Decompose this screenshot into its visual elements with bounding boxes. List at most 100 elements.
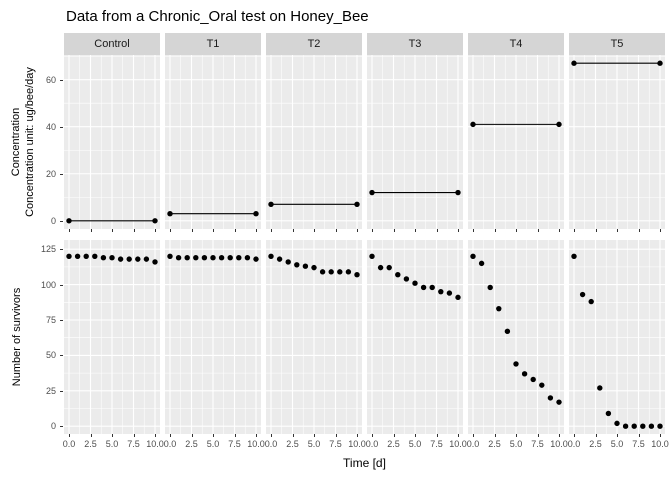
- concentration-panel-t2: [266, 55, 362, 229]
- x-tick-label: 10.0: [449, 439, 467, 449]
- x-tick-mark: [314, 229, 315, 232]
- x-tick-mark: [559, 434, 560, 437]
- x-tick-mark: [638, 434, 640, 437]
- x-tick-mark: [133, 434, 135, 437]
- x-tick-mark: [292, 229, 294, 232]
- x-tick-mark: [436, 229, 438, 232]
- x-tick-mark: [357, 229, 358, 232]
- x-tick-mark: [112, 434, 113, 437]
- facet-strip-t4: T4: [468, 33, 564, 55]
- x-tick-label: 7.5: [632, 439, 645, 449]
- facet-strip-t5: T5: [569, 33, 665, 55]
- x-tick-mark: [90, 434, 92, 437]
- x-tick-mark: [537, 229, 539, 232]
- x-tick-mark: [90, 229, 92, 232]
- x-tick-mark: [292, 434, 294, 437]
- x-tick-label: 0.0: [163, 439, 177, 449]
- x-tick-mark: [335, 229, 337, 232]
- x-tick-mark: [537, 434, 539, 437]
- x-tick-label: 2.5: [185, 439, 198, 449]
- x-tick-mark: [516, 434, 517, 437]
- x-tick-mark: [213, 434, 214, 437]
- x-tick-label: 7.5: [531, 439, 544, 449]
- y-tick-label: 60: [45, 74, 56, 85]
- x-tick-mark: [574, 229, 575, 232]
- x-tick-label: 2.5: [488, 439, 501, 449]
- x-tick-mark: [393, 434, 395, 437]
- x-tick-mark: [170, 434, 171, 437]
- survivors-panel-t1: [165, 240, 261, 434]
- x-tick-mark: [595, 434, 597, 437]
- x-tick-mark: [393, 229, 395, 232]
- y-tick-label: 0: [50, 215, 56, 226]
- facet-strip-t3: T3: [367, 33, 463, 55]
- x-tick-mark: [314, 434, 315, 437]
- x-tick-label: 2.5: [286, 439, 299, 449]
- y-tick-mark: [60, 220, 63, 222]
- concentration-panel-t3: [367, 55, 463, 229]
- survivors-panel-t3: [367, 240, 463, 434]
- x-tick-mark: [69, 434, 70, 437]
- x-tick-mark: [436, 434, 438, 437]
- y-tick-mark: [60, 126, 63, 128]
- y-tick-label: 125: [40, 244, 56, 255]
- y-tick-mark: [60, 79, 63, 81]
- x-tick-mark: [155, 434, 156, 437]
- x-tick-label: 10.0: [146, 439, 164, 449]
- x-tick-mark: [372, 229, 373, 232]
- x-tick-mark: [458, 229, 459, 232]
- x-tick-mark: [473, 434, 474, 437]
- x-tick-mark: [559, 229, 560, 232]
- survivors-panel-t5: [569, 240, 665, 434]
- x-tick-mark: [112, 229, 113, 232]
- x-tick-mark: [191, 434, 193, 437]
- concentration-panel-control: [64, 55, 160, 229]
- x-tick-label: 7.5: [329, 439, 342, 449]
- x-tick-mark: [234, 434, 236, 437]
- x-tick-mark: [574, 434, 575, 437]
- y-tick-mark: [60, 249, 63, 251]
- x-tick-label: 0.0: [466, 439, 480, 449]
- x-tick-mark: [415, 434, 416, 437]
- y-tick-mark: [60, 355, 63, 357]
- y-tick-label: 40: [45, 121, 56, 132]
- x-tick-mark: [516, 229, 517, 232]
- x-tick-mark: [256, 229, 257, 232]
- y-tick-label: 25: [45, 385, 56, 396]
- survivors-panel-t4: [468, 240, 564, 434]
- x-tick-mark: [617, 229, 618, 232]
- x-tick-label: 10.0: [247, 439, 265, 449]
- y-tick-label: 20: [45, 168, 56, 179]
- x-tick-mark: [271, 434, 272, 437]
- y-tick-label: 0: [50, 421, 56, 432]
- y-tick-mark: [60, 173, 63, 175]
- x-tick-label: 10.0: [651, 439, 669, 449]
- y-axis-label-survivors: Number of survivors: [11, 287, 23, 387]
- concentration-panel-t4: [468, 55, 564, 229]
- x-tick-mark: [617, 434, 618, 437]
- x-tick-mark: [494, 434, 496, 437]
- y-tick-mark: [60, 426, 63, 428]
- x-tick-mark: [271, 229, 272, 232]
- x-tick-mark: [357, 434, 358, 437]
- x-tick-mark: [133, 229, 135, 232]
- x-tick-mark: [473, 229, 474, 232]
- x-tick-label: 0.0: [567, 439, 581, 449]
- x-axis-title: Time [d]: [343, 456, 386, 470]
- x-tick-label: 7.5: [228, 439, 241, 449]
- y-tick-label: 75: [45, 315, 56, 325]
- x-tick-label: 5.0: [408, 439, 422, 449]
- x-tick-mark: [335, 434, 337, 437]
- x-tick-mark: [170, 229, 171, 232]
- x-tick-label: 7.5: [430, 439, 443, 449]
- x-tick-label: 2.5: [387, 439, 400, 449]
- x-tick-label: 7.5: [127, 439, 140, 449]
- y-tick-mark: [60, 390, 63, 392]
- x-tick-mark: [191, 229, 193, 232]
- y-tick-label: 100: [40, 279, 56, 290]
- y-tick-mark: [60, 320, 63, 321]
- y-axis-label-concentration-line1: Concentration: [10, 107, 22, 177]
- plot-title: Data from a Chronic_Oral test on Honey_B…: [66, 8, 369, 25]
- x-tick-mark: [638, 229, 640, 232]
- x-tick-mark: [213, 229, 214, 232]
